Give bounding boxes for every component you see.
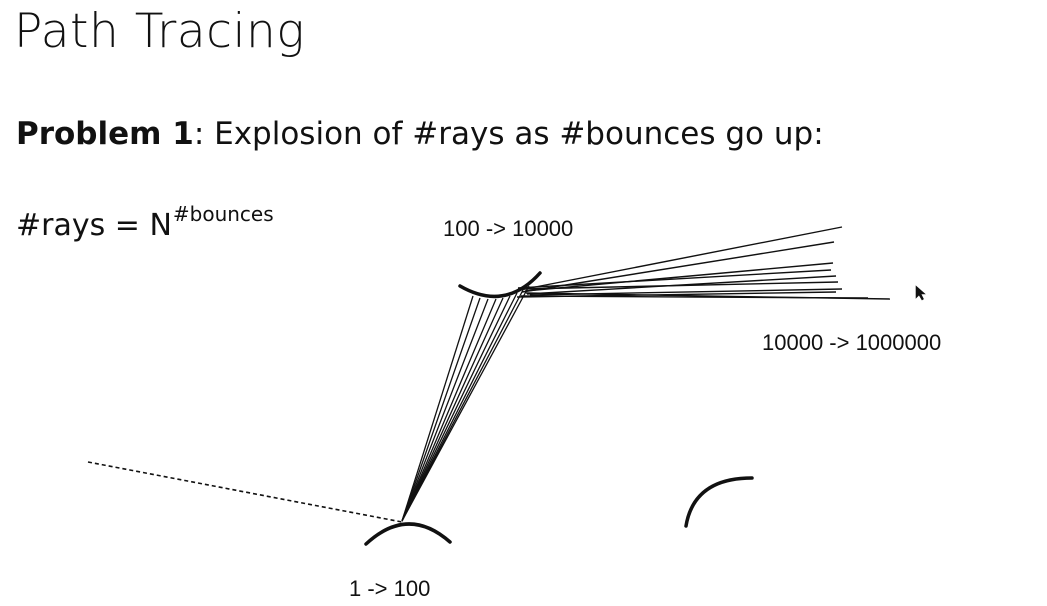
bounce-label-first: 1 -> 100 [349,576,431,601]
incoming-camera-ray [87,461,403,523]
first-bounce-ray [401,298,489,522]
rays-formula: #rays = N#bounces [16,194,274,246]
first-bounce-rays [401,285,530,522]
second-bounce-rays [516,226,891,300]
second-bounce-ray [524,262,834,292]
bounce-label-second: 100 -> 10000 [443,216,574,241]
problem-number: Problem 1 [16,116,194,152]
first-bounce-ray [401,297,481,522]
first-bounce-ray [401,292,518,522]
first-surface [364,522,452,546]
first-bounce-ray [401,285,530,522]
problem-description: : Explosion of #rays as #bounces go up: [193,116,824,152]
second-bounce-ray [525,292,891,300]
second-bounce-ray [519,226,843,291]
second-bounce-ray [517,269,832,289]
formula-exponent: #bounces [172,202,274,226]
second-bounce-ray [522,281,839,290]
first-bounce-ray [401,297,504,522]
first-bounce-ray [401,295,511,522]
mouse-cursor-icon [915,285,926,301]
bounce-label-third: 10000 -> 1000000 [762,330,942,355]
second-bounce-ray [521,241,835,293]
first-bounce-ray [401,298,497,522]
third-surface [684,476,754,528]
formula-base: #rays = N [16,208,172,243]
second-bounce-ray [516,291,837,298]
problem-statement: Problem 1: Explosion of #rays as #bounce… [16,112,824,156]
second-surface [458,271,542,299]
first-bounce-ray [401,295,474,522]
slide-title: Path Tracing [14,4,306,59]
